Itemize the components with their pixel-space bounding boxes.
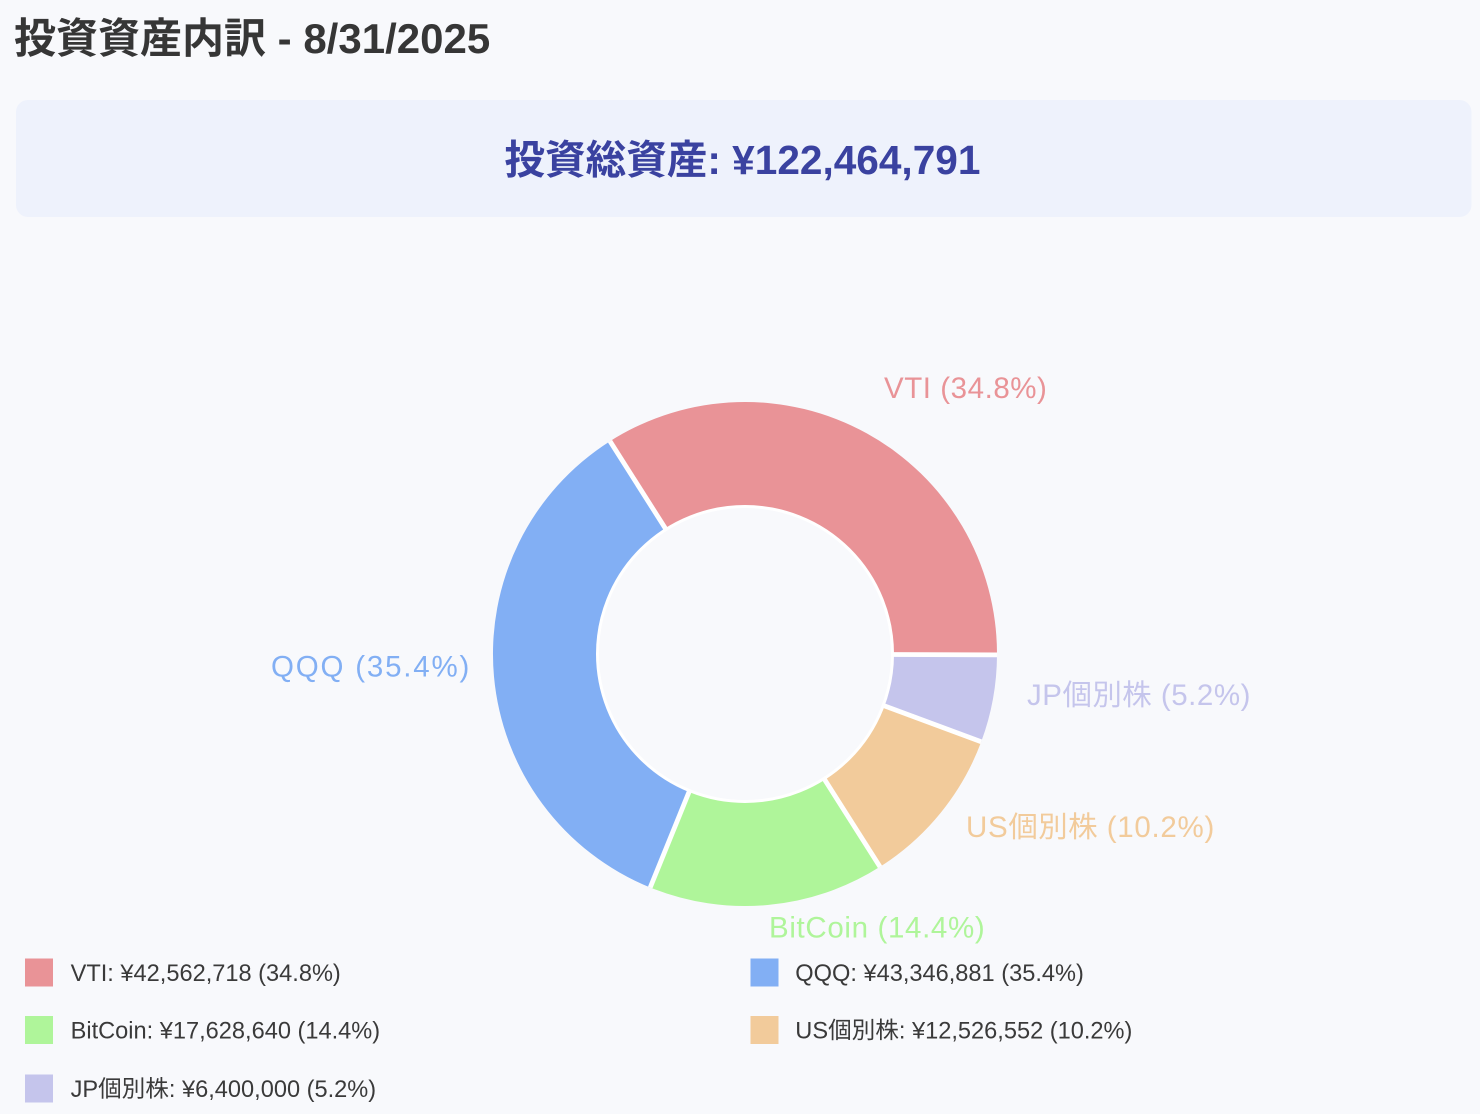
- svg-text:BitCoin: ¥17,628,640 (14.4%): BitCoin: ¥17,628,640 (14.4%): [71, 1018, 381, 1044]
- svg-text:- 8/31/2025: - 8/31/2025: [266, 15, 490, 62]
- svg-text:JP: JP: [71, 1077, 99, 1103]
- svg-text:BitCoin (14.4%): BitCoin (14.4%): [769, 912, 985, 945]
- svg-text:(10.2%): (10.2%): [1098, 811, 1215, 844]
- svg-text:QQQ (35.4%): QQQ (35.4%): [271, 651, 471, 684]
- svg-text:VTI (34.8%): VTI (34.8%): [884, 372, 1047, 405]
- svg-text:: ¥122,464,791: : ¥122,464,791: [707, 137, 980, 183]
- svg-text:US: US: [966, 811, 1008, 844]
- svg-text:VTI: ¥42,562,718 (34.8%): VTI: ¥42,562,718 (34.8%): [71, 961, 341, 987]
- svg-text:: ¥12,526,552 (10.2%): : ¥12,526,552 (10.2%): [899, 1018, 1132, 1044]
- svg-text:US: US: [795, 1018, 828, 1044]
- svg-text:(5.2%): (5.2%): [1152, 679, 1251, 712]
- svg-text:QQQ: ¥43,346,881 (35.4%): QQQ: ¥43,346,881 (35.4%): [795, 961, 1084, 987]
- svg-text:JP: JP: [1027, 679, 1063, 712]
- svg-text:: ¥6,400,000 (5.2%): : ¥6,400,000 (5.2%): [169, 1077, 376, 1103]
